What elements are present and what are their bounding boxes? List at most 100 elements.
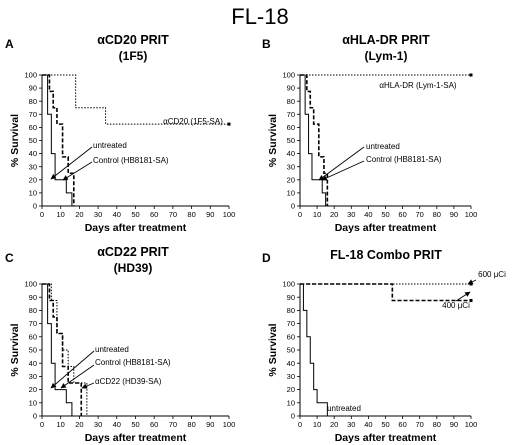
x-tick-label: 10 bbox=[313, 210, 321, 219]
censor-mark bbox=[469, 73, 473, 77]
y-tick-label: 30 bbox=[29, 372, 37, 381]
x-tick-label: 100 bbox=[465, 210, 478, 219]
y-tick-label: 20 bbox=[29, 175, 37, 184]
y-tick-label: 40 bbox=[287, 359, 295, 368]
y-axis-label: % Survival bbox=[9, 114, 21, 167]
x-axis-label: Days after treatment bbox=[85, 432, 187, 444]
series-line bbox=[42, 74, 229, 125]
x-tick-label: 40 bbox=[113, 420, 121, 429]
series-line bbox=[300, 283, 471, 302]
y-tick-label: 100 bbox=[282, 280, 295, 289]
y-tick-label: 90 bbox=[29, 293, 37, 302]
x-tick-label: 80 bbox=[187, 210, 195, 219]
x-tick-label: 30 bbox=[94, 420, 102, 429]
y-tick-label: 10 bbox=[29, 398, 37, 407]
series-annotation: Control (HB8181-SA) bbox=[366, 155, 442, 164]
x-tick-label: 90 bbox=[450, 420, 458, 429]
x-tick-label: 40 bbox=[364, 420, 372, 429]
censor-mark bbox=[469, 299, 473, 302]
y-tick-label: 40 bbox=[29, 149, 37, 158]
x-tick-label: 50 bbox=[131, 420, 139, 429]
x-tick-label: 60 bbox=[150, 210, 158, 219]
series-annotation: Control (HB8181-SA) bbox=[95, 358, 171, 367]
series-line bbox=[42, 74, 75, 206]
y-tick-label: 20 bbox=[29, 385, 37, 394]
figure-title: FL-18 bbox=[231, 4, 288, 29]
x-tick-label: 70 bbox=[416, 420, 424, 429]
x-axis-label: Days after treatment bbox=[335, 222, 437, 234]
x-tick-label: 70 bbox=[169, 210, 177, 219]
x-tick-label: 20 bbox=[330, 210, 338, 219]
series-line bbox=[300, 283, 328, 416]
x-axis-label: Days after treatment bbox=[335, 432, 437, 444]
y-axis-label: % Survival bbox=[9, 323, 21, 376]
y-axis-label: % Survival bbox=[267, 323, 279, 376]
y-tick-label: 30 bbox=[29, 162, 37, 171]
series-annotation: 600 μCi bbox=[478, 270, 506, 279]
annotation-arrow bbox=[60, 364, 95, 389]
x-tick-label: 80 bbox=[433, 420, 441, 429]
y-tick-label: 0 bbox=[291, 412, 295, 421]
x-tick-label: 90 bbox=[206, 210, 214, 219]
x-tick-label: 40 bbox=[113, 210, 121, 219]
series-annotation: untreated bbox=[366, 142, 400, 151]
y-tick-label: 10 bbox=[287, 189, 295, 198]
panel-letter: C bbox=[5, 251, 14, 265]
x-tick-label: 70 bbox=[169, 420, 177, 429]
x-axis-label: Days after treatment bbox=[85, 222, 187, 234]
series-annotation: untreated bbox=[327, 404, 361, 413]
panel-subtitle: (Lym-1) bbox=[365, 49, 408, 63]
x-tick-label: 100 bbox=[223, 210, 236, 219]
panel-letter: A bbox=[5, 37, 14, 51]
x-tick-label: 60 bbox=[398, 210, 406, 219]
x-tick-label: 20 bbox=[75, 420, 83, 429]
x-tick-label: 0 bbox=[40, 420, 44, 429]
x-tick-label: 30 bbox=[94, 210, 102, 219]
panel-letter: D bbox=[262, 251, 271, 265]
y-tick-label: 50 bbox=[29, 346, 37, 355]
x-tick-label: 100 bbox=[465, 420, 478, 429]
x-tick-label: 80 bbox=[433, 210, 441, 219]
series-annotation: Control (HB8181-SA) bbox=[93, 156, 169, 165]
x-tick-label: 100 bbox=[223, 420, 236, 429]
x-tick-label: 30 bbox=[347, 210, 355, 219]
y-tick-label: 0 bbox=[291, 202, 295, 211]
y-tick-label: 30 bbox=[287, 162, 295, 171]
series-line bbox=[42, 74, 73, 206]
x-tick-label: 20 bbox=[330, 420, 338, 429]
x-tick-label: 10 bbox=[313, 420, 321, 429]
y-tick-label: 0 bbox=[33, 412, 37, 421]
series-line bbox=[300, 74, 327, 206]
series-annotation: 400 μCi bbox=[442, 301, 470, 310]
panel-d: D FL-18 Combo PRIT 0 10 20 30 40 50 60 70 80 90 100 0… bbox=[262, 248, 506, 444]
panel-title: FL-18 Combo PRIT bbox=[330, 248, 442, 262]
y-tick-label: 80 bbox=[287, 97, 295, 106]
y-tick-label: 70 bbox=[287, 319, 295, 328]
series-annotation: αHLA-DR (Lym-1-SA) bbox=[379, 81, 457, 90]
y-tick-label: 30 bbox=[287, 372, 295, 381]
censor-mark bbox=[227, 122, 231, 126]
y-tick-label: 60 bbox=[287, 332, 295, 341]
x-tick-label: 40 bbox=[364, 210, 372, 219]
y-tick-label: 70 bbox=[29, 110, 37, 119]
y-tick-label: 80 bbox=[29, 97, 37, 106]
x-tick-label: 70 bbox=[416, 210, 424, 219]
x-tick-label: 20 bbox=[75, 210, 83, 219]
x-tick-label: 0 bbox=[298, 420, 302, 429]
x-tick-label: 50 bbox=[131, 210, 139, 219]
y-tick-label: 80 bbox=[287, 306, 295, 315]
y-tick-label: 20 bbox=[287, 175, 295, 184]
y-tick-label: 70 bbox=[29, 319, 37, 328]
x-tick-label: 30 bbox=[347, 420, 355, 429]
y-tick-label: 40 bbox=[29, 359, 37, 368]
y-tick-label: 90 bbox=[287, 84, 295, 93]
series-line bbox=[42, 283, 73, 416]
x-tick-label: 10 bbox=[57, 210, 65, 219]
y-tick-label: 20 bbox=[287, 385, 295, 394]
panel-subtitle: (HD39) bbox=[114, 261, 153, 275]
y-tick-label: 60 bbox=[29, 332, 37, 341]
